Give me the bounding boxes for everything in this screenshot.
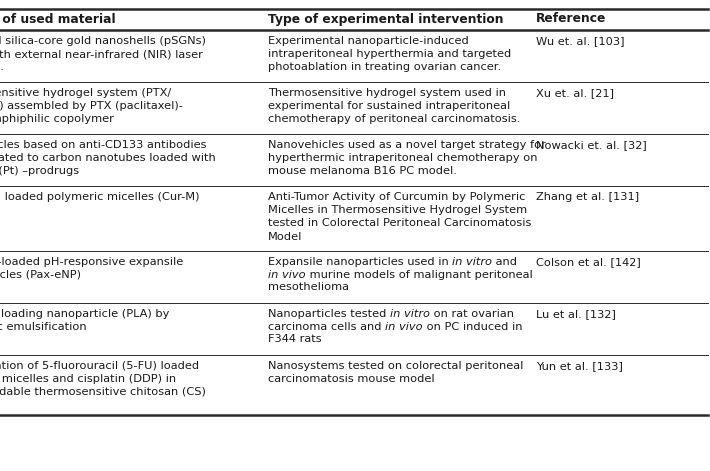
Text: on PC induced in: on PC induced in (422, 322, 523, 332)
Text: rmosensitive hydrogel system (PTX/
T(gel)) assembled by PTX (paclitaxel)-
ed amp: rmosensitive hydrogel system (PTX/ T(gel… (0, 88, 183, 124)
Text: murine models of malignant peritoneal: murine models of malignant peritoneal (305, 270, 532, 280)
Text: in vivo: in vivo (385, 322, 422, 332)
Text: F344 rats: F344 rats (268, 334, 322, 344)
Text: Thermosensitive hydrogel system used in
experimental for sustained intraperitone: Thermosensitive hydrogel system used in … (268, 88, 520, 124)
Text: Nowacki et. al. [32]: Nowacki et. al. [32] (536, 140, 647, 150)
Text: Experimental nanoparticle-induced
intraperitoneal hyperthermia and targeted
phot: Experimental nanoparticle-induced intrap… (268, 36, 511, 73)
Text: Yun et al. [133]: Yun et al. [133] (536, 361, 623, 371)
Text: itaxel-loaded pH-responsive expansile
oparticles (Pax-eNP): itaxel-loaded pH-responsive expansile op… (0, 257, 183, 280)
Text: carcinoma cells and: carcinoma cells and (268, 322, 385, 332)
Text: cumin loaded polymeric micelles (Cur-M): cumin loaded polymeric micelles (Cur-M) (0, 192, 200, 202)
Text: and: and (492, 257, 518, 267)
Text: itaxel loading nanoparticle (PLA) by
nsonic emulsification: itaxel loading nanoparticle (PLA) by nso… (0, 309, 170, 332)
Text: Anti-Tumor Activity of Curcumin by Polymeric
Micelles in Thermosensitive Hydroge: Anti-Tumor Activity of Curcumin by Polym… (268, 192, 531, 242)
Text: Nanosystems tested on colorectal peritoneal
carcinomatosis mouse model: Nanosystems tested on colorectal periton… (268, 361, 523, 384)
Text: Lu et al. [132]: Lu et al. [132] (536, 309, 616, 319)
Text: Type of experimental intervention: Type of experimental intervention (268, 13, 503, 25)
Text: ovehicles based on anti-CD133 antibodies
oniugated to carbon nanotubes loaded wi: ovehicles based on anti-CD133 antibodies… (0, 140, 216, 177)
Text: Nanovehicles used as a novel target strategy for
hyperthermic intraperitoneal ch: Nanovehicles used as a novel target stra… (268, 140, 546, 177)
Text: in vivo: in vivo (268, 270, 305, 280)
Text: mesothelioma: mesothelioma (268, 283, 349, 292)
Text: Wu et. al. [103]: Wu et. al. [103] (536, 36, 625, 46)
Text: Reference: Reference (536, 13, 606, 25)
Text: Nanoparticles tested: Nanoparticles tested (268, 309, 390, 319)
Text: in vitro: in vitro (390, 309, 430, 319)
Text: Colson et al. [142]: Colson et al. [142] (536, 257, 640, 267)
Text: mbination of 5-fluorouracil (5-FU) loaded
meric micelles and cisplatin (DDP) in
: mbination of 5-fluorouracil (5-FU) loade… (0, 361, 206, 411)
Text: ylated silica-core gold nanoshells (pSGNs)
ivo with external near-infrared (NIR): ylated silica-core gold nanoshells (pSGN… (0, 36, 206, 73)
Text: Zhang et al. [131]: Zhang et al. [131] (536, 192, 639, 202)
Text: Xu et. al. [21]: Xu et. al. [21] (536, 88, 614, 98)
Text: in vitro: in vitro (452, 257, 492, 267)
Text: Expansile nanoparticles used in: Expansile nanoparticles used in (268, 257, 452, 267)
Text: on rat ovarian: on rat ovarian (430, 309, 514, 319)
Text: Type of used material: Type of used material (0, 13, 116, 25)
